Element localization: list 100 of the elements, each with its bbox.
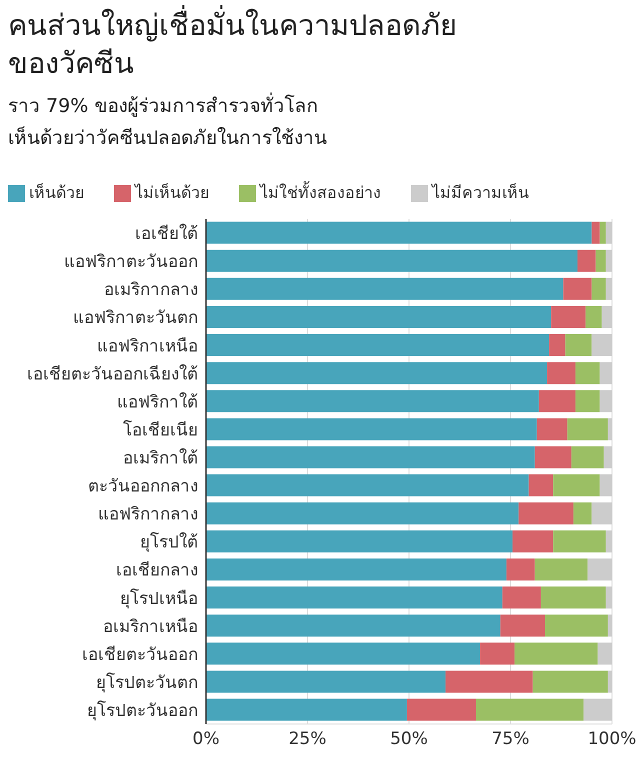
y-tick-label: อเมริกาเหนือ bbox=[103, 616, 198, 637]
bar bbox=[551, 306, 586, 328]
y-tick-label: เอเชียกลาง bbox=[116, 560, 198, 581]
y-tick-label: โอเชียเนีย bbox=[123, 419, 198, 440]
bar bbox=[446, 670, 533, 693]
bar bbox=[206, 642, 480, 665]
bar bbox=[600, 362, 612, 384]
bar bbox=[600, 390, 612, 412]
bar bbox=[606, 278, 612, 300]
bar bbox=[549, 334, 566, 356]
bar bbox=[206, 278, 564, 300]
x-tick-label: 75% bbox=[492, 729, 530, 750]
y-tick-label: ยุโรปตะวันตก bbox=[96, 672, 198, 693]
bar bbox=[518, 502, 574, 524]
bar bbox=[206, 390, 539, 412]
bar bbox=[512, 530, 554, 552]
bar bbox=[206, 418, 537, 440]
y-tick-label: แอฟริกาใต้ bbox=[117, 391, 198, 412]
bar bbox=[563, 278, 592, 300]
y-tick-label: เอเชียตะวันออก bbox=[82, 644, 198, 665]
bar bbox=[584, 698, 612, 721]
bar bbox=[567, 418, 608, 440]
bar bbox=[206, 446, 535, 468]
bar bbox=[534, 558, 588, 580]
bar bbox=[575, 390, 600, 412]
legend-label: ไม่เห็นด้วย bbox=[135, 183, 209, 202]
bar bbox=[598, 642, 612, 665]
bar bbox=[206, 530, 513, 552]
bar bbox=[480, 642, 515, 665]
y-tick-label: ยุโรปเหนือ bbox=[120, 588, 198, 609]
bar bbox=[604, 446, 612, 468]
x-tick-label: 25% bbox=[288, 729, 326, 750]
bar bbox=[577, 250, 596, 272]
bar bbox=[514, 642, 598, 665]
legend-label: เห็นด้วย bbox=[29, 183, 84, 202]
y-tick-label: เอเชียตะวันออกเฉียงใต้ bbox=[27, 363, 198, 384]
y-tick-label: แอฟริกาตะวันออก bbox=[64, 252, 198, 272]
legend-label: ไม่ใช่ทั้งสองอย่าง bbox=[260, 183, 381, 202]
bar bbox=[606, 586, 612, 609]
bar bbox=[553, 474, 600, 496]
x-tick-label: 50% bbox=[390, 729, 428, 750]
y-tick-label: เอเชียใต้ bbox=[135, 223, 198, 244]
bar bbox=[532, 670, 608, 693]
y-tick-label: ยุโรปตะวันออก bbox=[87, 700, 198, 722]
bar bbox=[528, 474, 554, 496]
bar bbox=[606, 530, 612, 552]
bar bbox=[506, 558, 535, 580]
bar bbox=[406, 698, 476, 721]
bar bbox=[545, 614, 608, 637]
bar bbox=[575, 362, 600, 384]
x-tick-label: 0% bbox=[192, 729, 220, 750]
bar bbox=[206, 474, 529, 496]
bar bbox=[206, 334, 550, 356]
bar bbox=[476, 698, 584, 721]
y-tick-label: อเมริกากลาง bbox=[104, 280, 198, 300]
bar bbox=[206, 250, 578, 272]
y-tick-label: ตะวันออกกลาง bbox=[88, 476, 198, 497]
bar bbox=[608, 670, 612, 693]
y-tick-label: แอฟริกาตะวันตก bbox=[73, 308, 198, 328]
y-tick-label: แอฟริกาเหนือ bbox=[97, 336, 198, 356]
bar bbox=[606, 250, 612, 272]
bar bbox=[602, 306, 612, 328]
bar bbox=[206, 362, 548, 384]
x-tick-label: 100% bbox=[588, 729, 636, 750]
bar bbox=[592, 222, 600, 244]
bar bbox=[600, 222, 606, 244]
bar bbox=[608, 614, 612, 637]
bar bbox=[206, 222, 592, 244]
bar bbox=[606, 222, 612, 244]
bar bbox=[500, 614, 546, 637]
bar bbox=[206, 698, 407, 721]
bar bbox=[534, 446, 572, 468]
chart-subtitle: ราว 79% ของผู้ร่วมการสำรวจทั่วโลก เห็นด้วยว่าวัคซีนปลอดภัยในการใช้งาน bbox=[8, 92, 327, 151]
bar bbox=[592, 502, 612, 524]
bar bbox=[600, 474, 612, 496]
bar bbox=[206, 558, 506, 580]
bar bbox=[588, 558, 612, 580]
legend-label: ไม่มีความเห็น bbox=[432, 183, 529, 202]
y-tick-label: ยุโรปใต้ bbox=[140, 532, 198, 553]
bar bbox=[547, 362, 576, 384]
bar bbox=[596, 250, 606, 272]
chart-title: คนส่วนใหญ่เชื่อมั่นในความปลอดภัย ของวัคซีน bbox=[8, 6, 457, 82]
bar bbox=[571, 446, 604, 468]
bar bbox=[538, 390, 576, 412]
bar bbox=[502, 586, 541, 609]
bar bbox=[540, 586, 606, 609]
bar bbox=[592, 278, 606, 300]
bar bbox=[586, 306, 602, 328]
bar bbox=[206, 614, 500, 637]
bar bbox=[565, 334, 592, 356]
bar bbox=[553, 530, 606, 552]
bar bbox=[206, 586, 502, 609]
bar bbox=[592, 334, 612, 356]
bar bbox=[206, 670, 446, 693]
bar bbox=[206, 306, 552, 328]
y-tick-label: อเมริกาใต้ bbox=[123, 448, 198, 469]
bar bbox=[206, 502, 519, 524]
bar bbox=[536, 418, 568, 440]
y-tick-label: แอฟริกากลาง bbox=[98, 504, 198, 525]
bar bbox=[608, 418, 612, 440]
